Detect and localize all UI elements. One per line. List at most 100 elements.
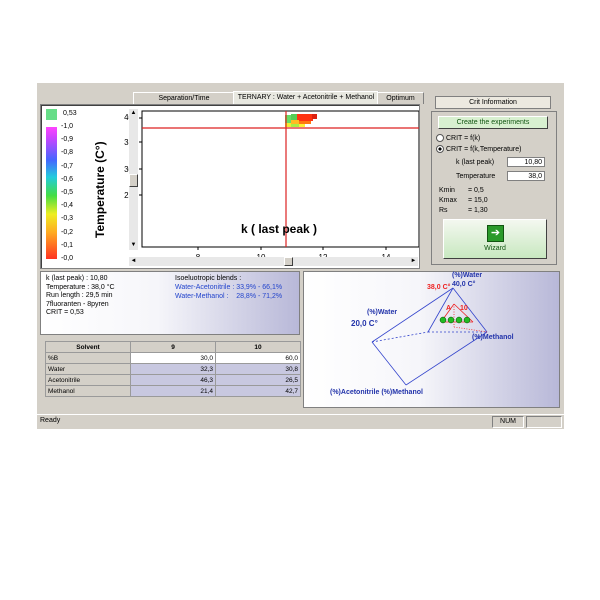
crit-info-title: Crit Information [435, 96, 551, 109]
table-cell[interactable]: 46,3 [130, 374, 216, 386]
table-cell[interactable]: 42,7 [215, 385, 301, 397]
legend-top-value: 0,53 [63, 110, 77, 117]
vertical-scrollbar[interactable]: ▲ ▼ [129, 109, 138, 250]
table-row-label: Methanol [45, 385, 131, 397]
temperature-label: Temperature [456, 173, 496, 180]
radio-crit-k[interactable]: CRIT = f(k) [436, 134, 480, 142]
horizontal-scroll-thumb[interactable] [284, 257, 293, 266]
status-pane-empty [526, 416, 562, 428]
legend-label: -0,6 [61, 175, 74, 183]
radio-crit-k-temperature[interactable]: CRIT = f(k,Temperature) [436, 145, 521, 153]
plot-area [141, 110, 419, 248]
rs-value: = 1,30 [468, 207, 488, 214]
legend-label: -0,8 [61, 149, 74, 157]
wizard-label: Wizard [484, 245, 506, 252]
legend-label: -0,4 [61, 202, 74, 210]
prism-top-water: (%)Water [452, 272, 483, 279]
y-ticks: 40 35 30 25 [124, 113, 142, 200]
prism-frame [371, 287, 488, 386]
y-tick-35: 35 [124, 138, 133, 147]
tab-separation-time[interactable]: Separation/Time [133, 92, 235, 104]
y-tick-25: 25 [124, 191, 133, 200]
scroll-down-icon[interactable]: ▼ [130, 242, 137, 248]
tab-ternary[interactable]: TERNARY : Water + Acetonitrile + Methano… [233, 91, 379, 104]
iso-water-acetonitrile: Water-Acetonitrile : 33,9% - 66,1% [175, 284, 283, 291]
experiment-points [439, 316, 471, 324]
table-header-solvent: Solvent [45, 341, 131, 353]
legend-top-swatch [46, 109, 57, 120]
radio-selected-icon[interactable] [436, 145, 444, 153]
status-text: Ready [40, 417, 61, 424]
prism-red-temperature: 38,0 C° [427, 284, 451, 291]
isoeluotropic-title: Isoeluotropic blends : [175, 275, 242, 282]
horizontal-scrollbar[interactable]: ◄ ► [129, 257, 418, 266]
kmin-label: Kmin [439, 187, 455, 194]
legend-label: -1,0 [61, 123, 74, 130]
legend-label: -0,1 [61, 241, 74, 249]
info-line: Run length : 29,5 min [46, 292, 113, 299]
status-bar: Ready NUM [37, 414, 564, 429]
legend-label: -0,9 [61, 136, 74, 144]
temperature-input[interactable]: 38,0 [507, 171, 545, 181]
table-cell[interactable]: 26,5 [215, 374, 301, 386]
radio-icon[interactable] [436, 134, 444, 142]
legend-label: -0,0 [61, 255, 74, 262]
kmin-value: = 0,5 [468, 187, 484, 194]
solvent-table-container: Solvent 9 10 %B 30,0 60,0 Water 32,3 30,8 Acet… [45, 341, 301, 397]
table-cell[interactable]: 21,4 [130, 385, 216, 397]
info-line: Temperature : 38,0 °C [46, 283, 115, 291]
kmax-label: Kmax [439, 197, 457, 204]
vertical-scroll-thumb[interactable] [129, 174, 138, 187]
ternary-prism-panel: (%)Water 40,0 C° 38,0 C° A 10 (%)Water 2… [303, 271, 560, 408]
table-cell[interactable]: 30,8 [215, 363, 301, 375]
table-row: Water 32,3 30,8 [45, 363, 301, 375]
legend-label: -0,3 [61, 215, 74, 223]
scroll-left-icon[interactable]: ◄ [130, 258, 137, 264]
y-tick-40: 40 [124, 113, 133, 122]
solvent-table: Solvent 9 10 %B 30,0 60,0 Water 32,3 30,8 Acet… [45, 341, 301, 397]
prism-svg [371, 287, 488, 386]
num-lock-indicator: NUM [492, 416, 524, 428]
arrow-right-icon: ➔ [487, 225, 504, 242]
kmax-value: = 15,0 [468, 197, 488, 204]
table-row: Methanol 21,4 42,7 [45, 385, 301, 397]
table-cell[interactable]: 30,0 [130, 352, 216, 364]
table-row-label: Acetonitrile [45, 374, 131, 386]
table-header-9: 9 [130, 341, 216, 353]
radio-crit-k-label: CRIT = f(k) [445, 134, 481, 142]
info-line: k (last peak) : 10,80 [46, 275, 108, 282]
prism-point-a: A [446, 305, 452, 312]
legend-label: -0,2 [61, 228, 74, 236]
heat-region [285, 114, 317, 127]
crit-panel: Create the experiments CRIT = f(k) CRIT … [431, 111, 557, 265]
table-row: %B 30,0 60,0 [45, 352, 301, 364]
scroll-up-icon[interactable]: ▲ [130, 110, 137, 116]
prism-left-temperature: 20,0 C° [351, 319, 378, 328]
y-tick-30: 30 [124, 165, 133, 174]
table-row-label: Water [45, 363, 131, 375]
prism-point-10: 10 [460, 305, 468, 312]
application-window: Separation/Time TERNARY : Water + Aceton… [37, 83, 564, 429]
prism-left-water: (%)Water [367, 309, 398, 316]
scroll-right-icon[interactable]: ► [410, 258, 417, 264]
legend-label: -0,5 [61, 189, 74, 196]
prism-methanol-right: (%)Methanol [472, 334, 514, 341]
chart-panel: 0,53 -1,0 -0,9 -0,8 -0,7 -0,6 -0,5 -0,4 -0,3 -0,… [40, 104, 420, 269]
prism-bottom-label: (%)Acetonitrile (%)Methanol [330, 389, 423, 396]
iso-water-methanol: Water-Methanol : 28,8% - 71,2% [175, 293, 283, 300]
table-cell[interactable]: 60,0 [215, 352, 301, 364]
chart-svg: 40 35 30 25 8 10 12 14 [124, 110, 419, 262]
k-last-peak-input[interactable]: 10,80 [507, 157, 545, 167]
prism-top-temperature: 40,0 C° [452, 281, 476, 288]
info-line: 7fluoranten - 8pyren [46, 300, 109, 308]
table-cell[interactable]: 32,3 [130, 363, 216, 375]
wizard-button[interactable]: ➔ Wizard [443, 219, 547, 259]
info-lines: k (last peak) : 10,80 Temperature : 38,0 … [46, 275, 115, 318]
legend-label: -0,7 [61, 162, 74, 170]
radio-crit-k-temperature-label: CRIT = f(k,Temperature) [445, 145, 522, 153]
create-experiments-button[interactable]: Create the experiments [438, 116, 548, 129]
table-row-label: %B [45, 352, 131, 364]
tab-optimum[interactable]: Optimum [377, 92, 424, 104]
table-row: Acetonitrile 46,3 26,5 [45, 374, 301, 386]
legend-color-scale [46, 127, 57, 259]
